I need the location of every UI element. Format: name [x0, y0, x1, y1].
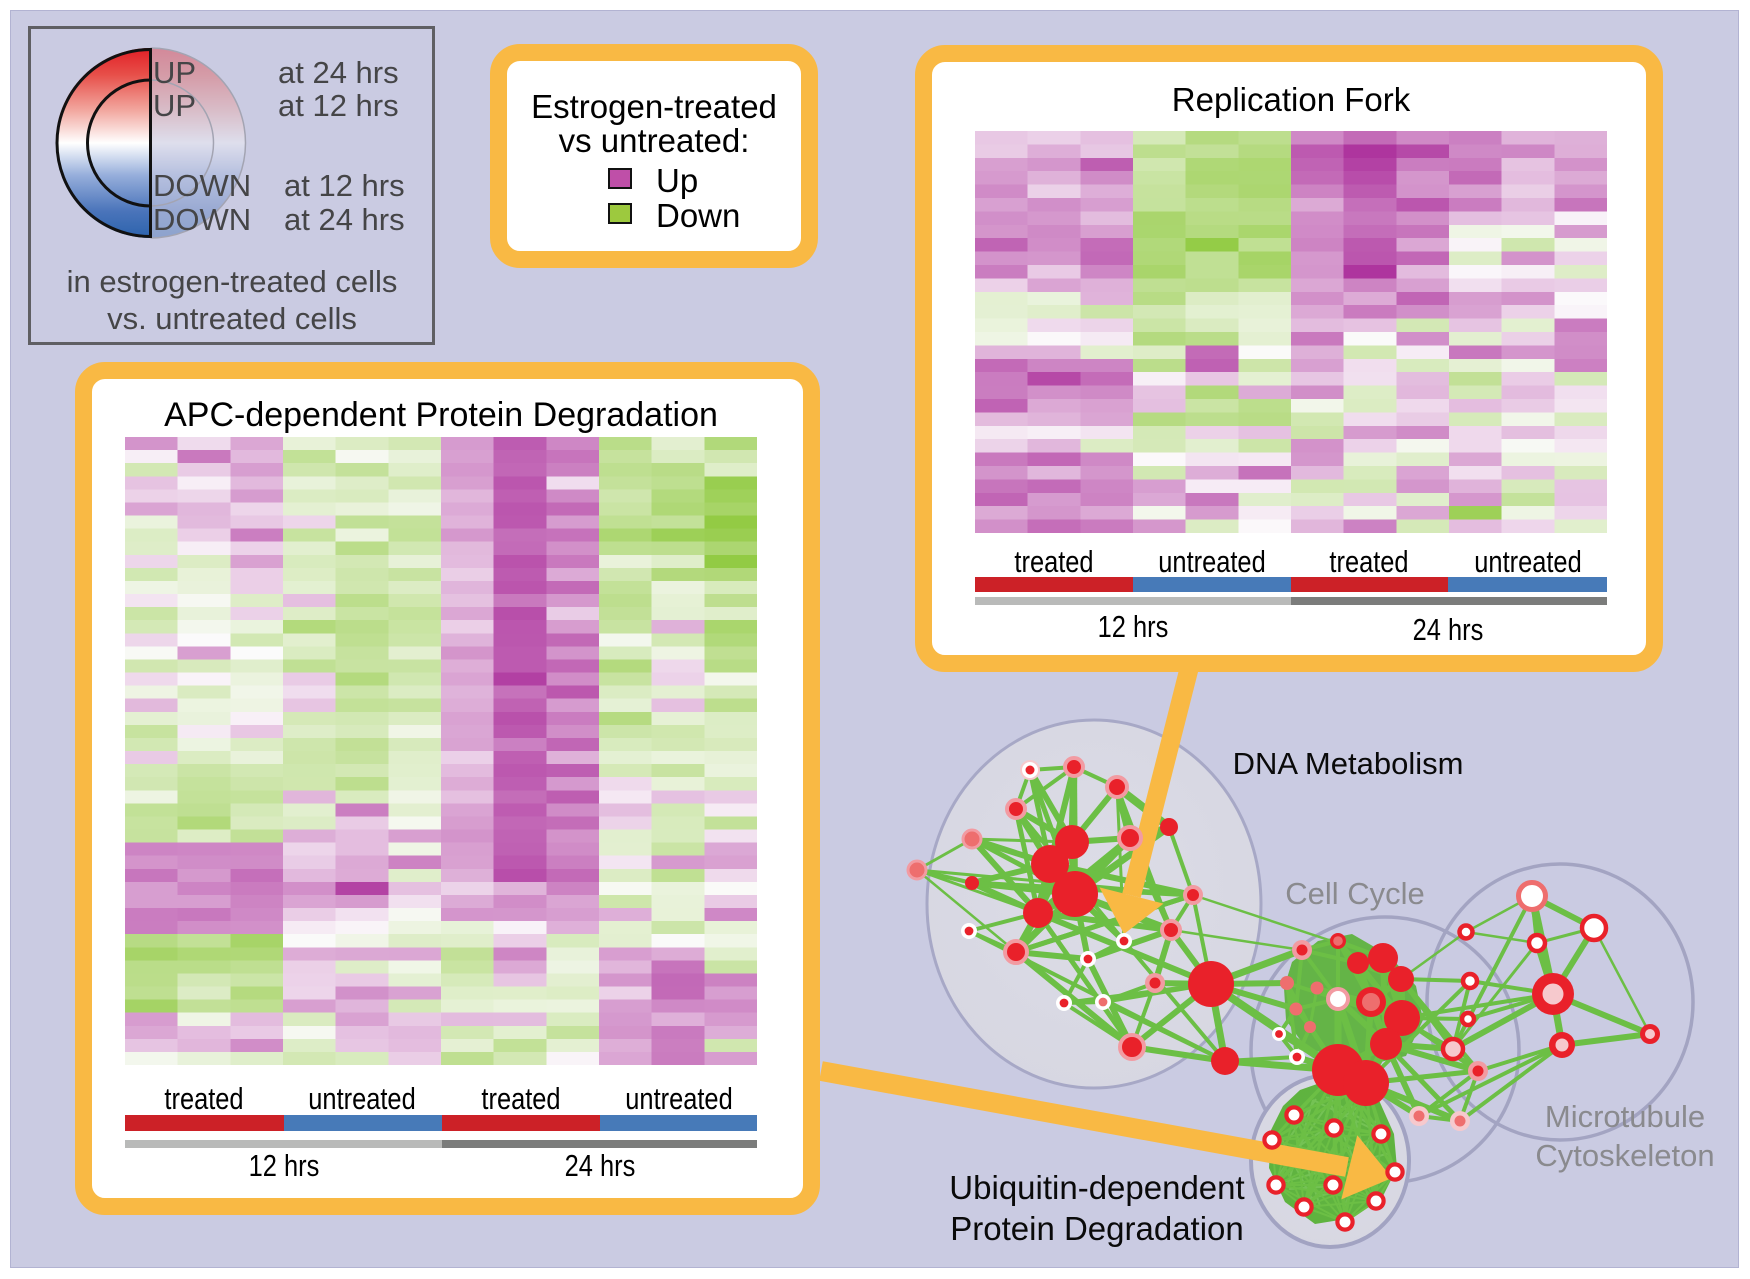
svg-text:Ubiquitin-dependent: Ubiquitin-dependent	[949, 1169, 1244, 1206]
svg-text:Cell Cycle: Cell Cycle	[1285, 876, 1425, 911]
svg-text:Protein Degradation: Protein Degradation	[950, 1210, 1244, 1247]
svg-text:Cytoskeleton: Cytoskeleton	[1535, 1138, 1714, 1173]
svg-text:DNA Metabolism: DNA Metabolism	[1233, 746, 1464, 781]
svg-text:Microtubule: Microtubule	[1545, 1099, 1705, 1134]
